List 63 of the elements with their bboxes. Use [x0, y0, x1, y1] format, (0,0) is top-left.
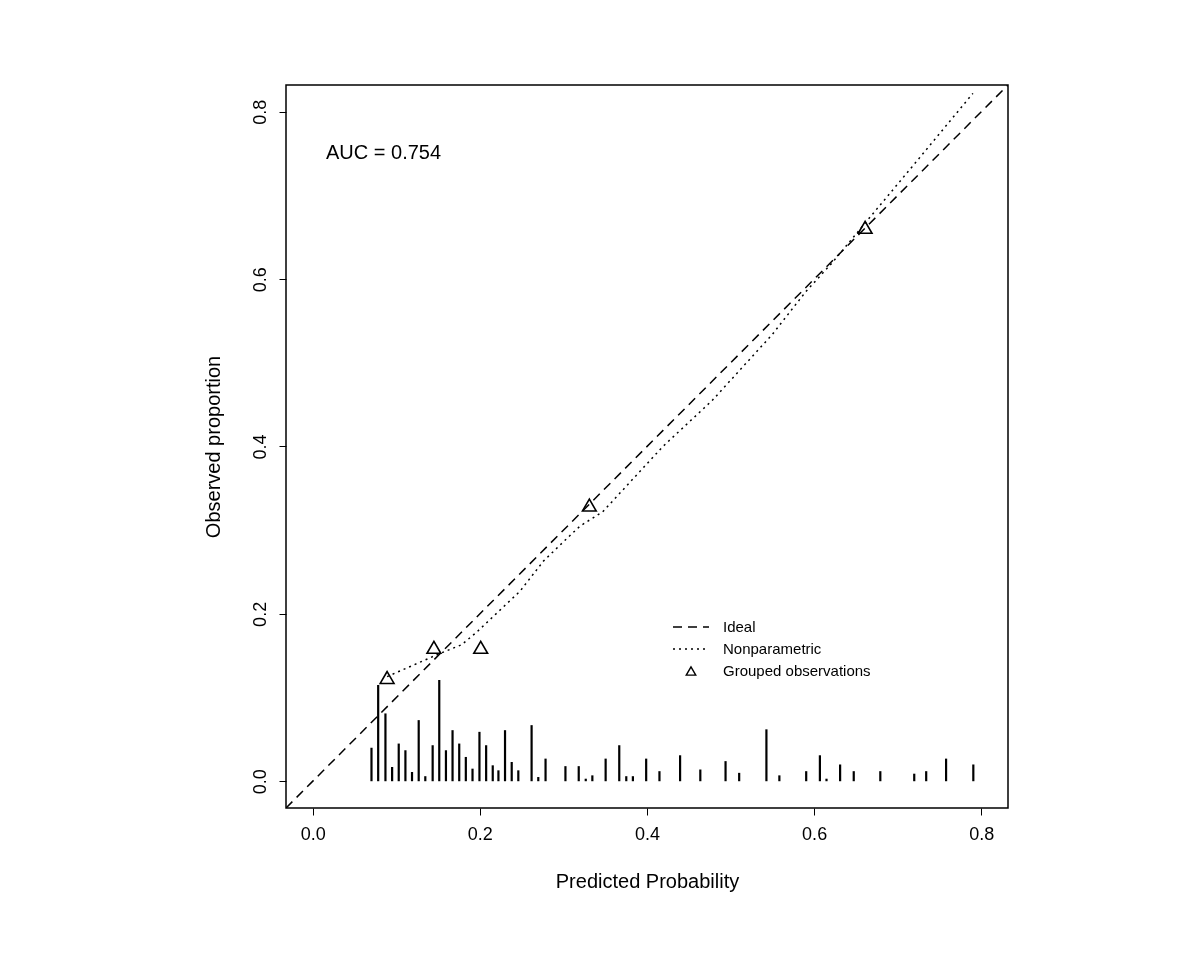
point — [581, 498, 598, 512]
bar — [577, 766, 580, 782]
y-axis-title: Observed proportion — [201, 355, 224, 539]
bar — [497, 770, 500, 782]
bar — [431, 745, 434, 782]
bar — [879, 771, 882, 782]
bar — [825, 778, 828, 782]
bar — [503, 730, 507, 782]
x-tick-label: 0.4 — [634, 823, 661, 844]
y-tick-label: 0.4 — [249, 434, 270, 460]
annotation: AUC = 0.754 — [326, 141, 442, 163]
x-tick-label: 0.0 — [300, 823, 326, 844]
bar — [724, 761, 727, 782]
bar — [417, 720, 420, 782]
bar — [451, 730, 454, 782]
point — [473, 640, 489, 655]
bar — [370, 747, 373, 782]
bar — [618, 745, 621, 782]
bar — [564, 766, 567, 782]
bar — [478, 731, 481, 782]
bar — [631, 776, 634, 782]
bar — [544, 758, 547, 782]
x-tick-label: 0.8 — [969, 823, 995, 844]
bar — [471, 768, 474, 782]
legend-label: Grouped observations — [723, 662, 871, 679]
bar — [852, 771, 855, 782]
bar — [591, 775, 594, 782]
bar — [464, 756, 467, 782]
bar — [510, 761, 513, 782]
legend-label: Nonparametric — [723, 640, 822, 657]
bar — [404, 750, 407, 782]
y-tick-label: 0.0 — [249, 769, 270, 795]
bar — [438, 679, 441, 782]
x-tick-label: 0.6 — [802, 823, 828, 844]
bar — [625, 776, 628, 782]
bar — [530, 725, 533, 782]
bar — [491, 765, 494, 782]
bar — [839, 764, 842, 782]
bar — [765, 729, 768, 782]
bar — [658, 771, 661, 782]
y-tick-label: 0.2 — [249, 601, 270, 627]
bar — [972, 764, 975, 782]
y-tick-label: 0.6 — [249, 267, 270, 293]
bar — [925, 771, 928, 782]
bar — [517, 770, 520, 782]
bar — [678, 755, 682, 782]
bar — [410, 772, 414, 782]
bar — [778, 775, 781, 782]
bar — [444, 750, 448, 782]
bar — [805, 771, 808, 782]
bar — [485, 745, 488, 782]
bar — [818, 755, 821, 782]
y-tick-label: 0.8 — [249, 99, 270, 125]
point — [426, 640, 442, 655]
point — [379, 670, 395, 685]
bar — [384, 713, 387, 782]
x-axis-title: Predicted Probability — [555, 869, 740, 892]
x-tick-label: 0.2 — [467, 823, 493, 844]
bar — [424, 776, 427, 782]
bar — [391, 767, 394, 782]
legend-label: Ideal — [723, 618, 756, 635]
bar — [377, 684, 380, 782]
point — [857, 220, 873, 235]
